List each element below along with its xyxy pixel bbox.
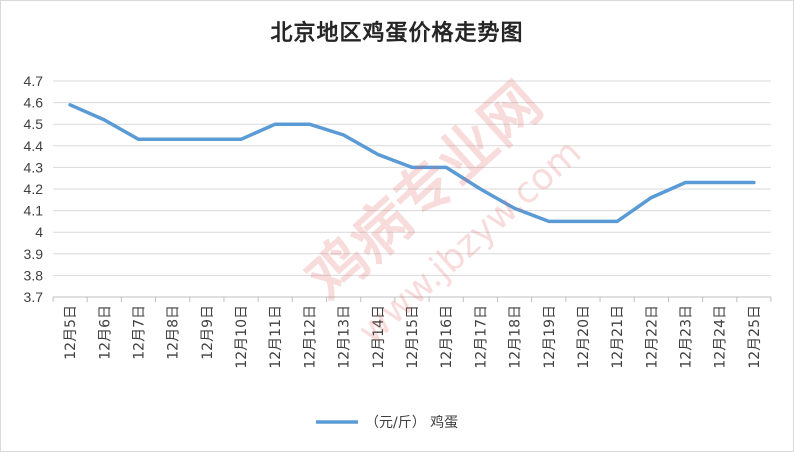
y-tick-label: 3.9	[24, 246, 44, 262]
x-tick-label: 12月7日	[131, 305, 147, 360]
x-tick-label: 12月9日	[200, 305, 216, 360]
legend-label: （元/斤） 鸡蛋	[365, 414, 458, 431]
x-tick-label: 12月14日	[371, 305, 387, 369]
x-tick-label: 12月15日	[405, 305, 421, 369]
y-tick-label: 3.7	[24, 289, 44, 305]
x-tick-label: 12月24日	[713, 305, 729, 369]
x-tick-label: 12月22日	[644, 305, 660, 369]
legend: （元/斤） 鸡蛋	[316, 414, 458, 431]
chart-title: 北京地区鸡蛋价格走势图	[270, 20, 524, 46]
x-tick-label: 12月16日	[439, 305, 455, 369]
x-tick-label: 12月21日	[610, 305, 626, 369]
y-tick-label: 4.5	[24, 116, 44, 132]
x-tick-label: 12月23日	[679, 305, 695, 369]
y-tick-label: 4.2	[24, 181, 44, 197]
x-tick-label: 12月18日	[508, 305, 524, 369]
x-tick-label: 12月17日	[473, 305, 489, 369]
y-tick-label: 4	[35, 224, 43, 240]
axes	[52, 296, 772, 302]
y-tick-label: 4.7	[24, 73, 44, 89]
y-tick-label: 4.3	[24, 159, 44, 175]
x-tick-label: 12月6日	[97, 305, 113, 360]
x-tick-label: 12月13日	[337, 305, 353, 369]
y-tick-labels: 3.7 3.8 3.9 4 4.1 4.2 4.3 4.4 4.5 4.6 4.7	[24, 73, 44, 305]
x-tick-label: 12月5日	[63, 305, 79, 360]
grid-lines	[53, 80, 771, 276]
x-tick-label: 12月10日	[234, 305, 250, 369]
x-tick-label: 12月25日	[747, 305, 763, 369]
x-tick-label: 12月12日	[302, 305, 318, 369]
x-tick-label: 12月20日	[576, 305, 592, 369]
y-tick-label: 4.4	[24, 138, 44, 154]
x-tick-label: 12月11日	[268, 305, 284, 369]
series-line	[68, 103, 756, 224]
y-tick-label: 4.6	[24, 95, 44, 111]
series-layer	[68, 103, 756, 224]
x-tick-labels: 12月5日 12月6日 12月7日 12月8日 12月9日 12月10日 12月11日 12月…	[63, 305, 763, 369]
x-tick-label: 12月19日	[542, 305, 558, 369]
y-tick-label: 3.8	[24, 267, 44, 283]
y-tick-label: 4.1	[24, 203, 44, 219]
x-tick-label: 12月8日	[166, 305, 182, 360]
